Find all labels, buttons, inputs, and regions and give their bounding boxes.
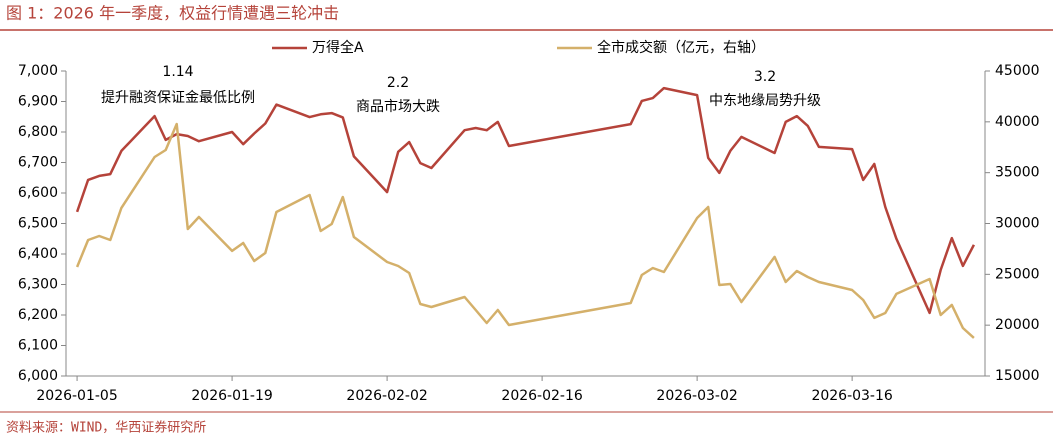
- y2-tick-label: 30000: [995, 216, 1040, 232]
- annotation: 2.2: [387, 75, 409, 91]
- series-line: [75, 86, 976, 315]
- y-tick-label: 6,200: [18, 307, 58, 323]
- annotation: 3.2: [754, 69, 776, 85]
- y2-tick-label: 40000: [995, 114, 1040, 130]
- y2-tick-label: 45000: [995, 63, 1040, 79]
- x-tick-label: 2026-02-02: [346, 388, 427, 404]
- y-tick-label: 6,900: [18, 94, 58, 110]
- y2-tick-label: 20000: [995, 317, 1040, 333]
- y-tick-label: 6,100: [18, 338, 58, 354]
- y-tick-label: 7,000: [18, 63, 58, 79]
- y2-tick-label: 25000: [995, 266, 1040, 282]
- y2-tick-label: 35000: [995, 165, 1040, 181]
- y2-tick-label: 15000: [995, 368, 1040, 384]
- y-tick-label: 6,800: [18, 124, 58, 140]
- y-tick-label: 6,700: [18, 155, 58, 171]
- legend-label: 全市成交额（亿元，右轴）: [597, 39, 765, 56]
- source: 资料来源：WIND，华西证券研究所: [6, 420, 206, 436]
- y-tick-label: 6,600: [18, 185, 58, 201]
- legend-label: 万得全A: [312, 39, 364, 56]
- annotation: 提升融资保证金最低比例: [101, 90, 255, 106]
- x-tick-label: 2026-01-05: [36, 388, 117, 404]
- x-tick-label: 2026-03-16: [811, 388, 892, 404]
- annotation: 商品市场大跌: [356, 98, 440, 115]
- y-tick-label: 6,300: [18, 277, 58, 293]
- x-tick-label: 2026-03-02: [656, 388, 737, 404]
- chart-title: 图 1：2026 年一季度，权益行情遭遇三轮冲击: [6, 4, 339, 23]
- y-tick-label: 6,400: [18, 246, 58, 262]
- annotation: 中东地缘局势升级: [709, 93, 821, 109]
- x-tick-label: 2026-01-19: [191, 388, 272, 404]
- series-line: [75, 122, 975, 339]
- y-tick-label: 6,500: [18, 216, 58, 232]
- y-tick-label: 6,000: [18, 368, 58, 384]
- x-tick-label: 2026-02-16: [501, 388, 582, 404]
- annotation: 1.14: [162, 64, 193, 80]
